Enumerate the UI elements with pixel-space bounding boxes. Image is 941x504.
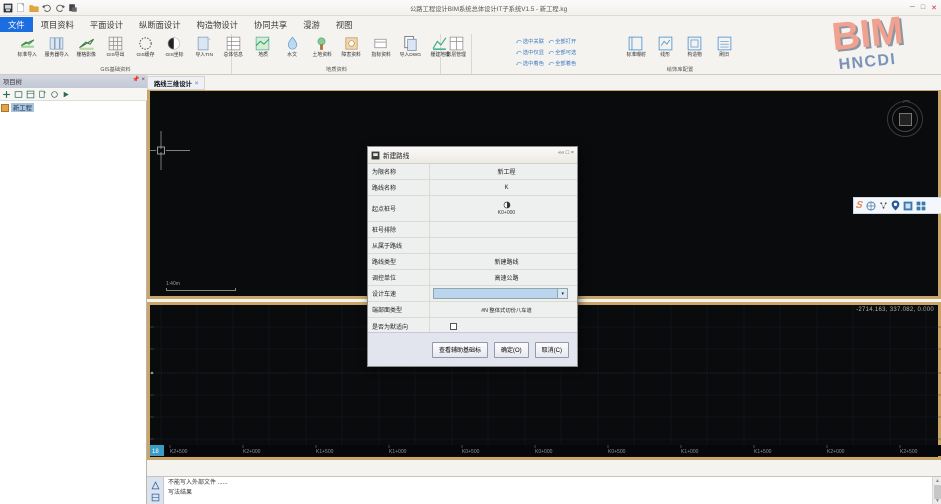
svg-text:K1+000: K1+000 xyxy=(389,449,407,455)
svg-text:K2+000: K2+000 xyxy=(243,449,261,455)
svg-text:18: 18 xyxy=(152,449,159,455)
svg-text:K1+000: K1+000 xyxy=(681,449,699,455)
svg-text:K0+500: K0+500 xyxy=(462,449,480,455)
svg-text:K2+500: K2+500 xyxy=(170,449,188,455)
svg-text:K1+500: K1+500 xyxy=(754,449,772,455)
svg-text:K0+500: K0+500 xyxy=(608,449,626,455)
svg-text:K0+000: K0+000 xyxy=(535,449,553,455)
svg-text:K2+500: K2+500 xyxy=(900,449,918,455)
svg-text:K2+000: K2+000 xyxy=(827,449,845,455)
svg-text:K1+500: K1+500 xyxy=(316,449,334,455)
